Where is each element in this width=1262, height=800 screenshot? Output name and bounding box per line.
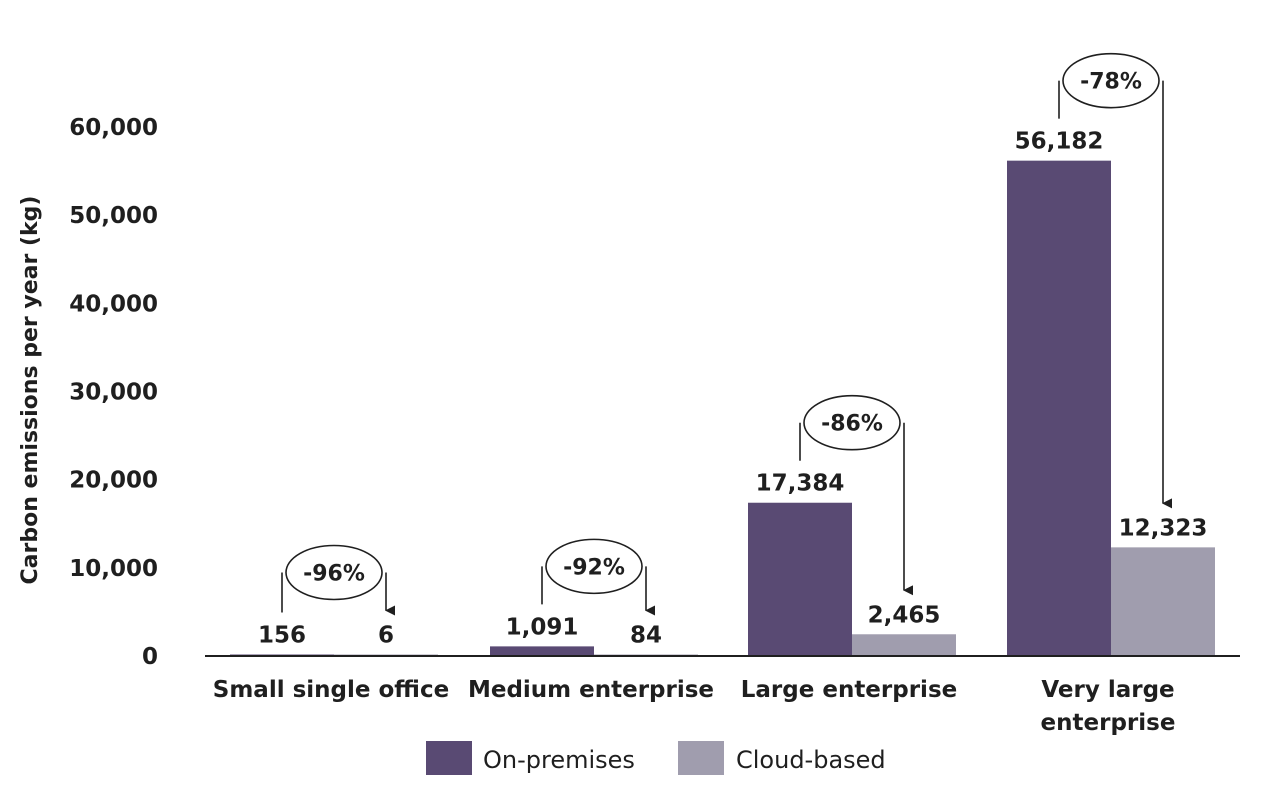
reduction-bubble: [285, 544, 383, 601]
data-label: 1,091: [506, 614, 579, 640]
y-tick-label: 10,000: [69, 556, 158, 582]
y-tick-label: 0: [142, 644, 158, 670]
data-label: 2,465: [868, 602, 941, 628]
legend-label: On-premises: [483, 746, 635, 774]
legend: On-premises Cloud-based: [426, 741, 886, 775]
x-category-label: Large enterprise: [741, 677, 957, 703]
data-label: 17,384: [756, 471, 845, 497]
reduction-bubble: [545, 538, 643, 595]
x-category-label: enterprise: [1041, 710, 1176, 736]
bars: 156 6 1,091 84 17,384 2,465 56,182 12,323: [230, 129, 1215, 656]
reduction-annotation: -78%: [1058, 52, 1172, 509]
y-tick-label: 40,000: [69, 291, 158, 317]
data-label: 12,323: [1119, 515, 1208, 541]
bar-cloud-based: [1111, 547, 1215, 656]
legend-swatch-on-premises: [426, 741, 472, 775]
bar-cloud-based: [852, 634, 956, 656]
data-label: 84: [630, 623, 662, 649]
x-category-label: Very large: [1041, 677, 1174, 703]
y-tick-label: 30,000: [69, 380, 158, 406]
y-axis-label: Carbon emissions per year (kg): [18, 196, 43, 585]
y-tick-label: 60,000: [69, 115, 158, 141]
reduction-bubble: [1062, 52, 1160, 109]
reduction-annotations: -96% -92% -86% -78%: [281, 52, 1172, 616]
reduction-annotation: -92%: [541, 538, 655, 616]
data-label: 6: [378, 623, 394, 649]
bar-on-premises: [748, 502, 852, 656]
data-label: 156: [258, 623, 306, 649]
y-tick-label: 50,000: [69, 203, 158, 229]
reduction-label: -96%: [303, 562, 365, 587]
legend-swatch-cloud-based: [678, 741, 724, 775]
reduction-label: -86%: [821, 412, 883, 437]
bar-on-premises: [490, 646, 594, 656]
x-category-label: Small single office: [213, 677, 449, 703]
reduction-bubble: [803, 394, 901, 451]
x-category-label: Medium enterprise: [468, 677, 714, 703]
y-axis: 0 10,000 20,000 30,000 40,000 50,000 60,000: [69, 115, 158, 670]
reduction-label: -78%: [1080, 70, 1142, 95]
reduction-label: -92%: [563, 555, 625, 580]
data-label: 56,182: [1015, 129, 1104, 155]
reduction-annotation: -86%: [799, 394, 913, 596]
legend-label: Cloud-based: [736, 746, 886, 774]
reduction-annotation: -96%: [281, 544, 395, 616]
bar-on-premises: [1007, 160, 1111, 656]
y-tick-label: 20,000: [69, 468, 158, 494]
x-axis-categories: Small single office Medium enterprise Larg…: [213, 677, 1176, 736]
